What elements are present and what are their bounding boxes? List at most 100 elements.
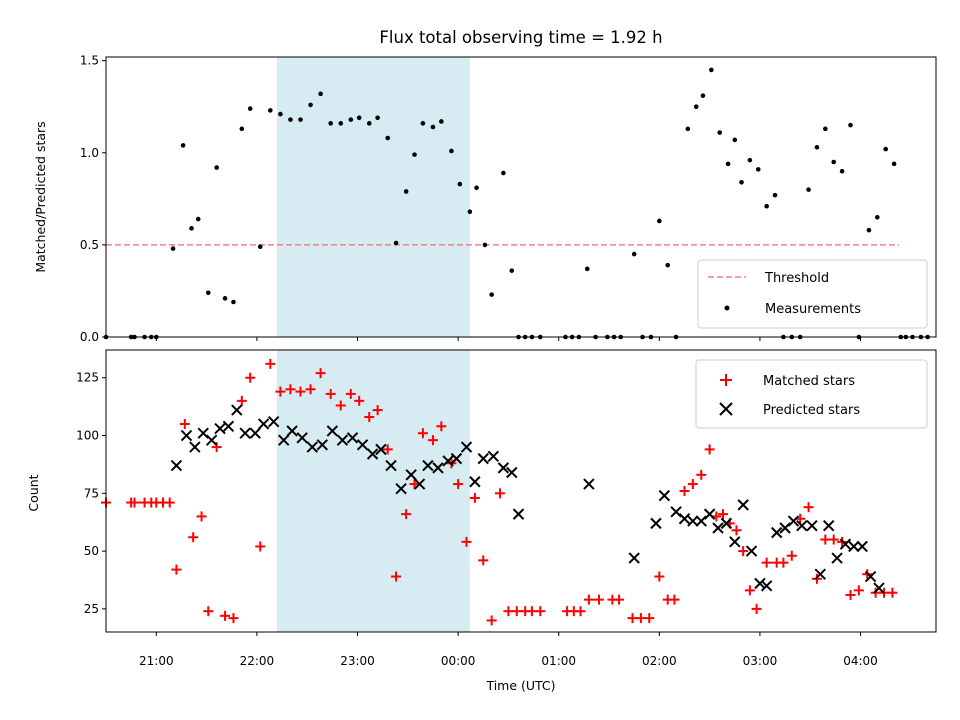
matched-star-point [738,546,749,557]
matched-star-point [845,590,856,601]
predicted-star-point [856,540,868,553]
measurement-point [755,167,761,172]
legend-predicted-swatch [719,402,733,416]
matched-stars-points [101,358,898,626]
predicted-star-point [720,517,733,530]
predicted-star-point [779,522,791,534]
measurement-point [366,121,372,126]
measurement-point [501,170,506,176]
predicted-star-point [583,478,595,490]
measurement-point [717,130,722,135]
predicted-star-point [442,455,454,467]
matched-star-point [669,594,680,605]
matched-star-point [696,469,707,480]
measurement-point [278,111,283,117]
measurement-point [584,266,590,272]
predicted-star-point [658,489,671,502]
matched-star-point [436,421,447,432]
measurement-point [308,102,313,108]
x-axis-label: Time (UTC) [485,678,555,693]
matched-star-point [751,603,762,614]
matched-star-point [718,509,729,520]
measurement-point [806,187,811,192]
predicted-star-point [336,434,349,446]
matched-star-point [179,418,190,429]
measurement-point [403,189,409,194]
matched-star-point [228,613,239,624]
measurement-point [631,251,637,257]
measurement-point [420,121,426,126]
predicted-star-point [754,577,766,590]
matched-star-point [401,509,412,520]
measurement-point [214,165,219,170]
measurement-point [457,181,463,187]
matched-star-point [188,532,199,543]
matched-star-point [315,368,326,379]
matched-star-point [255,541,266,552]
top-x-ticks [155,337,862,341]
chart-title: Flux total observing time = 1.92 h [379,28,662,47]
predicted-star-point [695,515,707,527]
measurement-point [823,126,828,132]
predicted-star-point [286,425,298,437]
y-tick-label: 125 [76,371,99,385]
measurement-point [732,137,738,143]
predicted-star-point [257,418,270,430]
matched-star-point [654,571,665,582]
predicted-star-point [806,519,818,532]
matched-star-point [203,606,214,617]
measurement-point [685,126,691,132]
x-tick-label: 01:00 [541,654,576,668]
predicted-star-point [745,545,758,557]
matched-star-point [220,610,231,621]
top-legend-box [697,259,928,329]
legend-measurements-swatch [724,305,730,311]
legend-threshold-label: Threshold [764,271,829,286]
predicted-star-point [356,439,369,451]
bottom-y-ticks: 25 50 75 100 125 [76,371,106,616]
matched-star-point [744,585,755,596]
matched-star-point [453,479,464,490]
legend-matched-label: Matched stars [763,374,855,389]
predicted-star-point [316,439,329,451]
matched-star-point [495,488,506,499]
matched-star-point [583,594,594,605]
measurement-point [700,93,706,98]
matched-star-point [535,606,546,617]
measurement-point [489,292,494,297]
y-tick-label: 75 [84,486,99,500]
measurement-point [375,115,380,121]
measurement-point [288,117,293,122]
matched-star-point [427,435,438,446]
measurement-point [814,144,820,150]
measurement-point [875,214,880,220]
top-axes-frame [105,56,937,338]
measurement-point [222,296,228,301]
measurement-point [474,185,479,191]
matched-star-point [803,502,814,513]
measurement-point [205,290,211,296]
matched-star-point [627,613,638,624]
bottom-legend: Matched stars Predicted stars [695,359,928,429]
measurement-point [385,135,390,141]
matched-star-point [335,400,346,411]
measurement-point [657,218,662,224]
predicted-star-point [214,422,226,435]
bottom-x-ticks: 21:00 22:00 23:00 00:00 01:00 02:00 03:00 04:00 [139,632,878,668]
matched-star-point [417,428,428,439]
predicted-star-point [487,450,500,463]
matched-star-point [305,384,316,395]
predicted-star-point [197,427,209,439]
y-tick-label: 1.0 [80,146,99,160]
predicted-star-point [231,404,243,416]
matched-star-point [614,594,625,605]
matched-star-point [786,550,797,561]
bottom-panel: 25 50 75 100 125 21:00 22:00 23:00 00:00 01:00 02… [26,349,937,693]
matched-star-point [635,613,646,624]
matched-star-point [354,395,365,406]
predicted-star-point [712,522,724,534]
predicted-star-point [497,462,510,474]
measurement-point [831,159,837,165]
predicted-star-point [469,476,481,488]
predicted-star-point [506,466,518,479]
